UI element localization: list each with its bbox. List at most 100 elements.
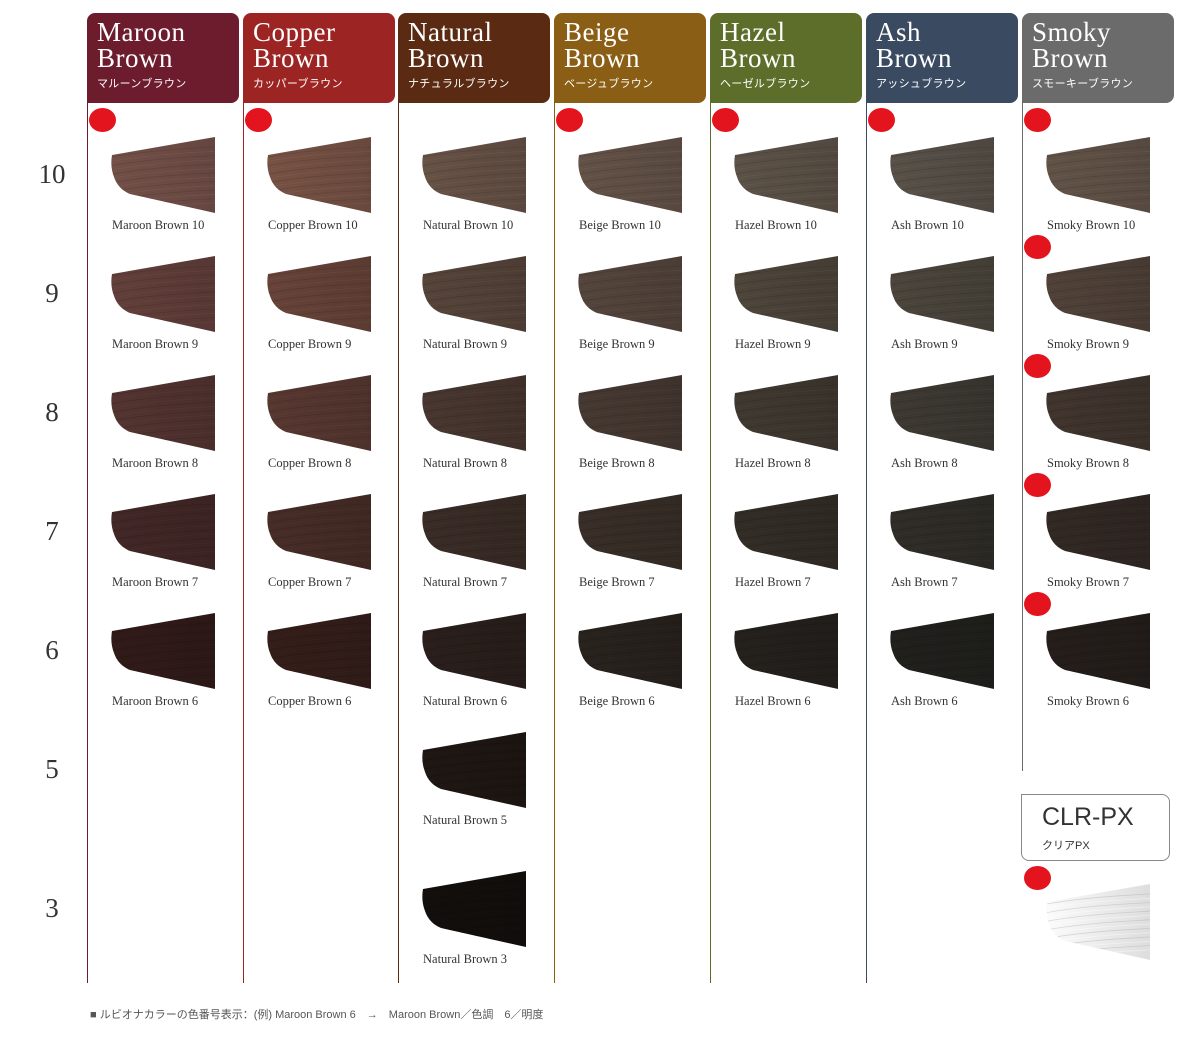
column-kana: マルーンブラウン [97, 78, 187, 90]
column-natural-brown: Natural Brown ナチュラルブラウン [398, 13, 550, 983]
color-swatch[interactable] [733, 137, 838, 213]
swatch-label: Beige Brown 10 [579, 218, 661, 232]
swatch-clear[interactable] [1045, 884, 1150, 960]
color-swatch[interactable] [1045, 613, 1150, 689]
column-kana: ナチュラルブラウン [408, 78, 510, 90]
column-kana: スモーキーブラウン [1032, 78, 1134, 90]
color-swatch[interactable] [889, 137, 994, 213]
color-swatch[interactable] [266, 613, 371, 689]
column-title-line1: Beige [564, 17, 630, 47]
swatch-label: Hazel Brown 9 [735, 337, 811, 351]
recommended-dot-icon [1024, 473, 1051, 497]
column-divider [710, 103, 711, 983]
color-swatch[interactable] [421, 375, 526, 451]
column-title: Hazel Brown [720, 19, 862, 72]
color-swatch[interactable] [266, 256, 371, 332]
recommended-dot-icon [1024, 108, 1051, 132]
swatch-label: Natural Brown 9 [423, 337, 508, 351]
swatch-label: Copper Brown 7 [268, 575, 352, 589]
swatch-label: Maroon Brown 6 [112, 694, 199, 708]
color-swatch[interactable] [421, 613, 526, 689]
swatch-label: Natural Brown 7 [423, 575, 508, 589]
column-header: Hazel Brown ヘーゼルブラウン [710, 13, 862, 103]
swatch-label: Smoky Brown 10 [1047, 218, 1136, 232]
color-swatch[interactable] [733, 256, 838, 332]
color-swatch[interactable] [110, 256, 215, 332]
color-swatch[interactable] [733, 494, 838, 570]
color-swatch[interactable] [110, 613, 215, 689]
footnote: ■ ルビオナカラーの色番号表示：(例) Maroon Brown 6 → Mar… [90, 1009, 544, 1021]
column-smoky-brown: Smoky Brown スモーキーブラウン [1022, 13, 1174, 771]
swatch-label: Ash Brown 7 [891, 575, 958, 589]
column-header: Beige Brown ベージュブラウン [554, 13, 706, 103]
clear-kana: クリアPX [1042, 840, 1090, 852]
level-label: 7 [45, 516, 59, 546]
color-swatch[interactable] [889, 613, 994, 689]
column-title: Maroon Brown [97, 19, 239, 72]
color-swatch[interactable] [577, 613, 682, 689]
color-swatch[interactable] [266, 375, 371, 451]
color-swatch[interactable] [1045, 137, 1150, 213]
column-hazel-brown: Hazel Brown ヘーゼルブラウン [710, 13, 862, 983]
swatch-label: Beige Brown 7 [579, 575, 655, 589]
column-title-line2: Brown [408, 43, 484, 73]
column-divider [866, 103, 867, 983]
color-swatch[interactable] [733, 613, 838, 689]
color-swatch[interactable] [421, 256, 526, 332]
swatch-label: Natural Brown 5 [423, 813, 508, 827]
color-swatch[interactable] [421, 732, 526, 808]
color-swatch[interactable] [577, 137, 682, 213]
column-title-line2: Brown [253, 43, 329, 73]
color-swatch[interactable] [110, 375, 215, 451]
swatch-label: Maroon Brown 10 [112, 218, 205, 232]
column-divider [243, 103, 244, 983]
color-swatch[interactable] [1045, 256, 1150, 332]
swatch-label: Ash Brown 10 [891, 218, 964, 232]
color-swatch[interactable] [577, 256, 682, 332]
swatch-label: Natural Brown 10 [423, 218, 514, 232]
recommended-dot-icon [245, 108, 272, 132]
color-swatch[interactable] [889, 256, 994, 332]
color-swatch[interactable] [889, 494, 994, 570]
color-swatch[interactable] [421, 494, 526, 570]
color-swatch[interactable] [266, 137, 371, 213]
swatch-label: Copper Brown 10 [268, 218, 358, 232]
color-swatch[interactable] [1045, 494, 1150, 570]
recommended-dot-icon [1024, 592, 1051, 616]
swatch-label: Smoky Brown 7 [1047, 575, 1129, 589]
color-swatch[interactable] [889, 375, 994, 451]
level-label: 9 [45, 278, 59, 308]
color-swatch[interactable] [110, 137, 215, 213]
swatch-label: Maroon Brown 8 [112, 456, 199, 470]
level-label: 5 [45, 754, 59, 784]
column-kana: アッシュブラウン [876, 78, 967, 90]
color-swatch[interactable] [266, 494, 371, 570]
swatch-label: Natural Brown 6 [423, 694, 508, 708]
swatch-label: Smoky Brown 8 [1047, 456, 1129, 470]
column-ash-brown: Ash Brown アッシュブラウン [866, 13, 1018, 983]
column-header: Maroon Brown マルーンブラウン [87, 13, 239, 103]
color-swatch[interactable] [421, 137, 526, 213]
color-swatch[interactable] [577, 375, 682, 451]
swatch-label: Beige Brown 9 [579, 337, 655, 351]
column-title-line2: Brown [1032, 43, 1108, 73]
color-swatch[interactable] [1045, 375, 1150, 451]
column-title: Smoky Brown [1032, 19, 1174, 73]
color-swatch[interactable] [577, 494, 682, 570]
swatch-label: Copper Brown 6 [268, 694, 352, 708]
color-swatch[interactable] [421, 871, 526, 947]
column-header: Natural Brown ナチュラルブラウン [398, 13, 550, 103]
swatch-label: Natural Brown 8 [423, 456, 508, 470]
recommended-dot-icon [712, 108, 739, 132]
column-kana: ヘーゼルブラウン [720, 78, 811, 90]
level-label: 10 [38, 159, 66, 189]
color-swatch[interactable] [733, 375, 838, 451]
swatch-label: Ash Brown 8 [891, 456, 958, 470]
color-swatch[interactable] [110, 494, 215, 570]
recommended-dot-icon [1024, 235, 1051, 259]
swatch-label: Copper Brown 9 [268, 337, 352, 351]
column-divider [87, 103, 88, 983]
swatch-label: Hazel Brown 7 [735, 575, 811, 589]
column-title-line2: Brown [564, 43, 640, 73]
level-label: 6 [45, 635, 59, 665]
